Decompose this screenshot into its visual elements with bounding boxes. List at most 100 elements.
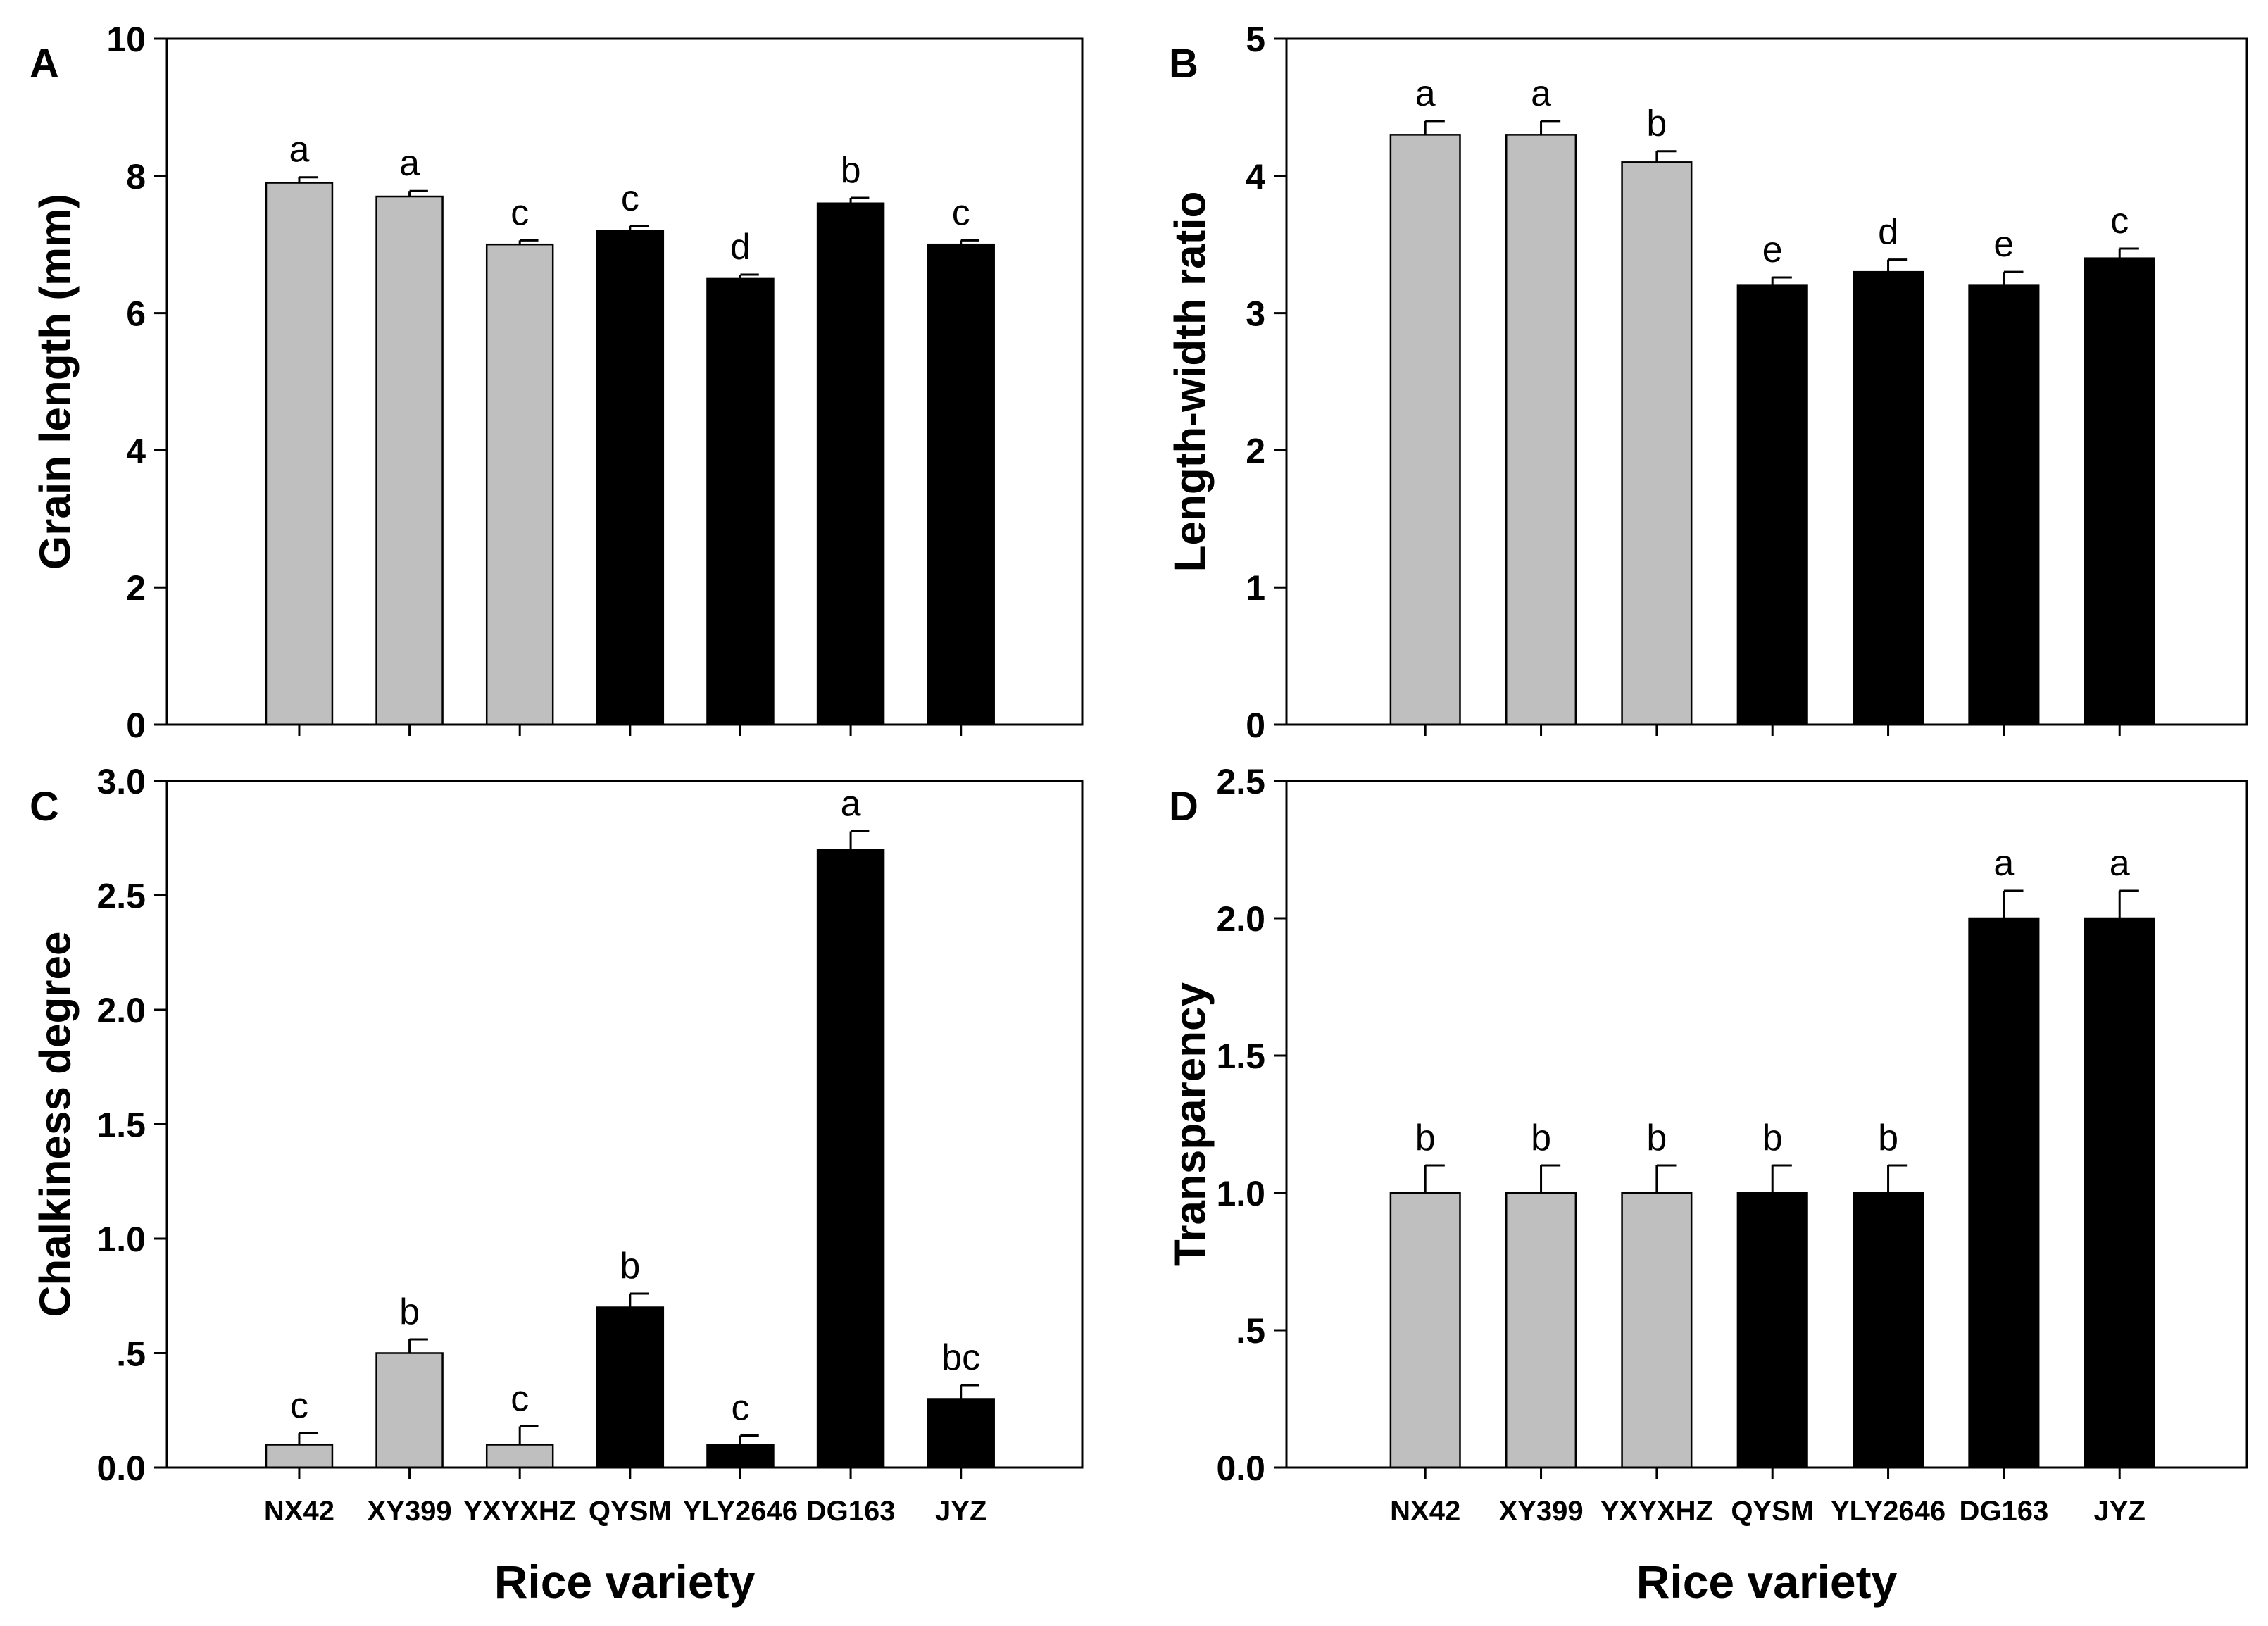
panel-letter: A	[30, 41, 59, 87]
category-label: DG163	[1960, 1496, 2049, 1527]
significance-label: b	[620, 1246, 640, 1287]
y-tick-label: 4	[126, 431, 146, 470]
significance-label: d	[1878, 212, 1898, 253]
category-label: DG163	[806, 1496, 896, 1527]
x-axis-title: Rice variety	[494, 1556, 756, 1608]
significance-label: bc	[941, 1337, 980, 1378]
category-label: JYZ	[2094, 1496, 2145, 1527]
y-tick-label: 5	[1246, 20, 1265, 59]
x-axis-title: Rice variety	[1636, 1556, 1898, 1608]
bar-nx42	[265, 182, 334, 726]
y-tick-label: 0	[126, 706, 146, 745]
bar-yxyxhz	[1621, 1192, 1693, 1469]
y-tick-label: 3	[1246, 294, 1265, 334]
bar-xy399	[375, 195, 444, 726]
y-tick-label: 6	[126, 294, 146, 334]
bar-jyz	[927, 1398, 995, 1469]
significance-label: b	[1646, 1118, 1667, 1158]
y-tick-label: 1	[1246, 568, 1265, 608]
bar-nx42	[1389, 1192, 1461, 1469]
category-label: NX42	[1390, 1496, 1460, 1527]
bar-yly2646	[706, 277, 775, 726]
significance-label: a	[841, 784, 861, 825]
y-tick-label: 1.0	[96, 1220, 146, 1259]
significance-label: c	[510, 192, 529, 233]
plot-frame	[1285, 780, 2248, 1469]
y-tick-label: 4	[1246, 157, 1265, 196]
plot-frame	[1285, 37, 2248, 726]
bar-xy399	[1505, 1192, 1577, 1469]
bar-dg163	[1968, 284, 2040, 726]
y-axis-title: Grain length (mm)	[32, 194, 80, 570]
significance-label: c	[731, 1388, 749, 1429]
category-label: XY399	[1498, 1496, 1583, 1527]
category-label: XY399	[368, 1496, 452, 1527]
bar-jyz	[2084, 917, 2155, 1469]
y-tick-label: 2.5	[96, 877, 146, 916]
category-label: JYZ	[935, 1496, 986, 1527]
y-tick-label: 10	[106, 20, 146, 59]
bar-qysm	[596, 230, 665, 726]
bar-dg163	[816, 849, 885, 1469]
plot-frame	[165, 37, 1084, 726]
y-tick-label: 1.0	[1216, 1174, 1265, 1213]
y-tick-label: 2.0	[96, 991, 146, 1030]
category-label: YLY2646	[683, 1496, 798, 1527]
bar-dg163	[816, 202, 885, 726]
significance-label: a	[1415, 73, 1436, 114]
panel-letter: D	[1169, 784, 1198, 830]
y-tick-label: 3.0	[96, 762, 146, 801]
panel-b: B 0 1 2 3 4 5 Length-width ratio a a b e d e c	[1167, 20, 2248, 745]
y-tick-label: 2.0	[1216, 899, 1265, 939]
panel-d: D 0.0 .5 1.0 1.5 2.0 2.5 Transparency b NX42 b XY39…	[1167, 762, 2248, 1608]
y-axis-title: Length-width ratio	[1167, 192, 1215, 573]
significance-label: b	[1646, 104, 1667, 144]
bar-qysm	[596, 1306, 665, 1469]
bar-yly2646	[706, 1444, 775, 1469]
panel-letter: C	[30, 784, 59, 830]
panel-letter: B	[1169, 41, 1198, 87]
category-label: QYSM	[589, 1496, 672, 1527]
significance-label: a	[399, 143, 420, 184]
bar-dg163	[1968, 917, 2040, 1469]
significance-label: b	[1415, 1118, 1436, 1158]
y-tick-label: 1.5	[96, 1106, 146, 1145]
category-label: QYSM	[1731, 1496, 1814, 1527]
significance-label: a	[1993, 843, 2014, 884]
significance-label: e	[1762, 230, 1783, 270]
significance-label: b	[399, 1292, 420, 1332]
bar-yly2646	[1853, 270, 1924, 726]
significance-label: c	[952, 192, 970, 233]
bar-xy399	[375, 1352, 444, 1469]
significance-label: b	[1878, 1118, 1898, 1158]
y-tick-label: 8	[126, 157, 146, 196]
panel-c: C 0.0 .5 1.0 1.5 2.0 2.5 3.0 Chalkiness degree c N…	[30, 762, 1084, 1608]
bar-nx42	[265, 1444, 334, 1469]
y-tick-label: .5	[1236, 1311, 1265, 1351]
bar-yly2646	[1853, 1192, 1924, 1469]
y-axis-title: Chalkiness degree	[32, 932, 80, 1318]
significance-label: a	[289, 130, 309, 170]
y-tick-label: 1.5	[1216, 1037, 1265, 1076]
y-tick-label: 2	[126, 568, 146, 608]
significance-label: c	[621, 178, 639, 219]
category-label: YXYXHZ	[463, 1496, 576, 1527]
bar-xy399	[1505, 134, 1577, 726]
plot-frame	[165, 780, 1084, 1469]
bar-qysm	[1736, 1192, 1808, 1469]
significance-label: b	[841, 150, 861, 191]
panel-a: A 0 2 4 6 8 10 Grain length (mm) a a c c d b c	[30, 20, 1084, 745]
significance-label: b	[1762, 1118, 1783, 1158]
y-tick-label: 0	[1246, 706, 1265, 745]
bar-nx42	[1389, 134, 1461, 726]
significance-label: e	[1993, 224, 2014, 265]
y-tick-label: .5	[116, 1334, 146, 1374]
y-tick-label: 2.5	[1216, 762, 1265, 801]
significance-label: c	[2110, 201, 2129, 242]
category-label: YXYXHZ	[1600, 1496, 1713, 1527]
significance-label: c	[510, 1379, 529, 1420]
bar-jyz	[2084, 257, 2155, 726]
category-label: YLY2646	[1831, 1496, 1946, 1527]
bar-yxyxhz	[1621, 161, 1693, 726]
y-axis-title: Transparency	[1167, 982, 1215, 1266]
